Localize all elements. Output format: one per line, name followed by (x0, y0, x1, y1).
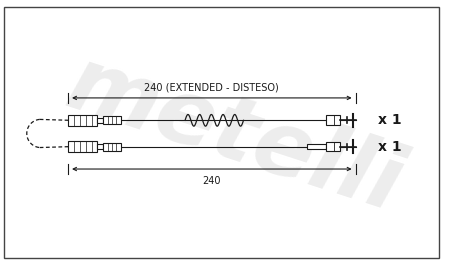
Bar (103, 143, 121, 151)
Bar (103, 116, 121, 124)
Text: metelli: metelli (55, 40, 412, 230)
Text: x 1: x 1 (378, 113, 402, 127)
Bar (326, 116, 340, 125)
Bar (326, 142, 340, 152)
Bar (307, 144, 326, 149)
Bar (68, 141, 97, 152)
Bar (97, 144, 103, 149)
Bar (68, 115, 97, 126)
Text: x 1: x 1 (378, 140, 402, 154)
Bar (97, 118, 103, 123)
Text: 240 (EXTENDED - DISTESO): 240 (EXTENDED - DISTESO) (145, 82, 279, 92)
Text: 240: 240 (202, 176, 221, 186)
